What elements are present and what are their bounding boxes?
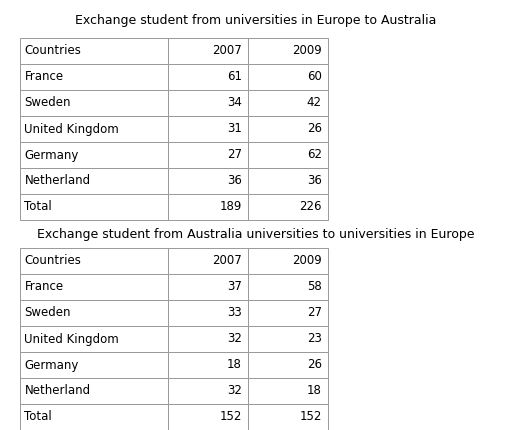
Bar (20, 194, 168, 220)
Bar (20, 378, 168, 404)
Text: 2007: 2007 (212, 255, 242, 267)
Bar (20, 274, 168, 300)
Bar (248, 274, 328, 300)
Text: 189: 189 (220, 200, 242, 214)
Bar (248, 248, 328, 274)
Text: Germany: Germany (25, 359, 79, 372)
Text: Sweden: Sweden (25, 96, 71, 110)
Bar (168, 142, 248, 168)
Text: 27: 27 (227, 148, 242, 162)
Text: 33: 33 (227, 307, 242, 319)
Text: Netherland: Netherland (25, 384, 91, 397)
Bar (168, 168, 248, 194)
Text: 26: 26 (307, 123, 322, 135)
Text: 31: 31 (227, 123, 242, 135)
Text: Germany: Germany (25, 148, 79, 162)
Text: 18: 18 (307, 384, 322, 397)
Bar (248, 326, 328, 352)
Text: Exchange student from Australia universities to universities in Europe: Exchange student from Australia universi… (37, 228, 475, 241)
Bar (248, 90, 328, 116)
Bar (168, 248, 248, 274)
Bar (248, 378, 328, 404)
Text: 27: 27 (307, 307, 322, 319)
Text: 36: 36 (227, 175, 242, 187)
Bar (168, 326, 248, 352)
Text: 18: 18 (227, 359, 242, 372)
Text: 42: 42 (307, 96, 322, 110)
Bar (168, 352, 248, 378)
Bar (248, 38, 328, 64)
Text: Sweden: Sweden (25, 307, 71, 319)
Text: 2009: 2009 (292, 44, 322, 58)
Text: 152: 152 (300, 411, 322, 424)
Bar (168, 64, 248, 90)
Text: 26: 26 (307, 359, 322, 372)
Text: 152: 152 (220, 411, 242, 424)
Bar (20, 168, 168, 194)
Text: 2007: 2007 (212, 44, 242, 58)
Text: 58: 58 (307, 280, 322, 294)
Text: United Kingdom: United Kingdom (25, 123, 119, 135)
Text: 60: 60 (307, 71, 322, 83)
Bar (248, 300, 328, 326)
Bar (20, 142, 168, 168)
Bar (168, 38, 248, 64)
Text: 2009: 2009 (292, 255, 322, 267)
Text: Exchange student from universities in Europe to Australia: Exchange student from universities in Eu… (75, 14, 437, 27)
Bar (248, 352, 328, 378)
Text: Countries: Countries (25, 44, 81, 58)
Text: Netherland: Netherland (25, 175, 91, 187)
Bar (20, 300, 168, 326)
Bar (20, 38, 168, 64)
Text: Total: Total (25, 200, 52, 214)
Bar (20, 352, 168, 378)
Text: 37: 37 (227, 280, 242, 294)
Text: France: France (25, 71, 63, 83)
Bar (248, 142, 328, 168)
Bar (168, 194, 248, 220)
Text: 32: 32 (227, 384, 242, 397)
Text: 23: 23 (307, 332, 322, 345)
Bar (20, 248, 168, 274)
Text: 34: 34 (227, 96, 242, 110)
Bar (20, 326, 168, 352)
Bar (248, 168, 328, 194)
Bar (20, 64, 168, 90)
Text: Total: Total (25, 411, 52, 424)
Text: United Kingdom: United Kingdom (25, 332, 119, 345)
Text: 226: 226 (299, 200, 322, 214)
Bar (248, 194, 328, 220)
Bar (168, 404, 248, 430)
Text: France: France (25, 280, 63, 294)
Text: Countries: Countries (25, 255, 81, 267)
Bar (20, 116, 168, 142)
Text: 62: 62 (307, 148, 322, 162)
Bar (168, 90, 248, 116)
Bar (20, 404, 168, 430)
Text: 32: 32 (227, 332, 242, 345)
Text: 61: 61 (227, 71, 242, 83)
Bar (168, 300, 248, 326)
Bar (168, 274, 248, 300)
Bar (168, 378, 248, 404)
Text: 36: 36 (307, 175, 322, 187)
Bar (248, 116, 328, 142)
Bar (168, 116, 248, 142)
Bar (20, 90, 168, 116)
Bar (248, 64, 328, 90)
Bar (248, 404, 328, 430)
